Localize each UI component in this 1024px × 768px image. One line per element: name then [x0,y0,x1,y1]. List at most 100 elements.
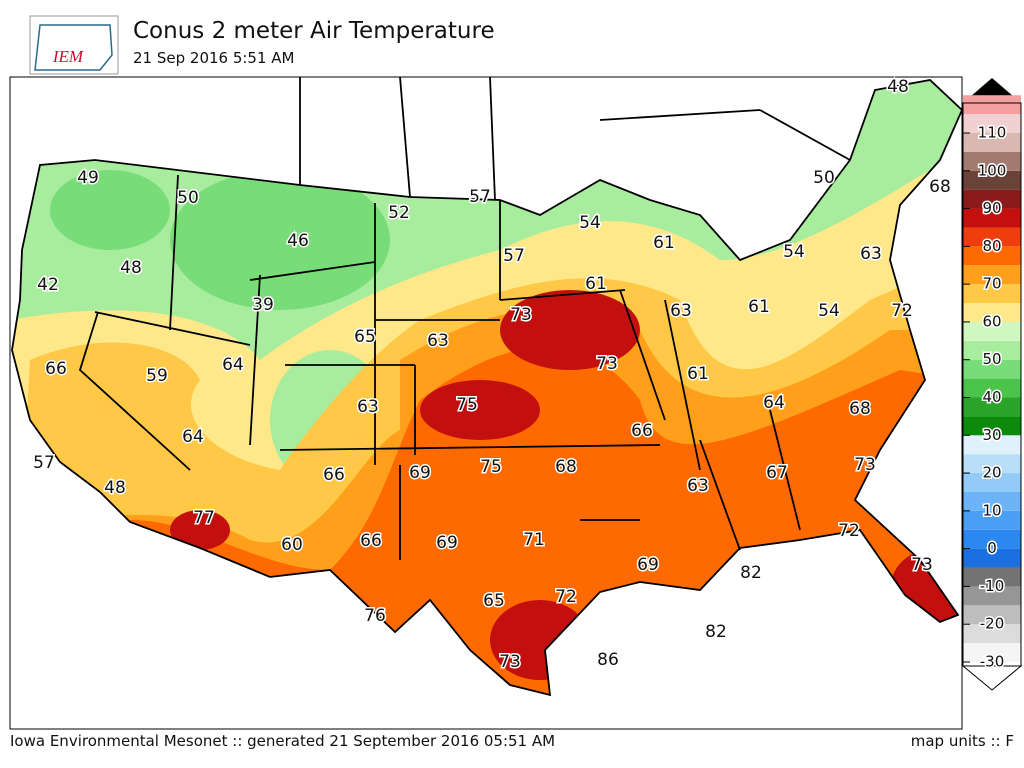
station-value: 63 [357,397,379,417]
colorbar-swatch [963,114,1021,133]
station-value: 82 [705,622,727,642]
station-value: 73 [499,652,521,672]
title: Conus 2 meter Air Temperature [133,18,495,44]
colorbar-swatch [963,510,1021,530]
colorbar-tick-label: 100 [978,161,1007,179]
colorbar-tick-label: 110 [978,124,1007,142]
subtitle: 21 Sep 2016 5:51 AM [133,49,295,67]
colorbar-swatch [963,246,1021,266]
station-value: 82 [740,563,762,583]
colorbar-swatch [963,265,1021,285]
station-value: 73 [854,455,876,475]
station-value: 50 [813,168,835,188]
station-value: 66 [45,359,67,379]
station-value: 39 [252,295,274,315]
field-cool [170,170,390,310]
station-value: 68 [929,177,951,197]
station-value: 54 [783,242,805,262]
station-values: 48 49 50 57 52 54 50 68 46 48 57 61 42 61 54 63 39 73 63 61… [32,76,953,674]
station-value: 75 [456,395,478,415]
colorbar-tick-label: 40 [982,388,1001,406]
station-value: 64 [182,427,204,447]
colorbar-swatch [963,133,1021,152]
station-value: 73 [911,555,933,575]
station-value: 63 [860,244,882,264]
station-value: 66 [323,465,345,485]
station-value: 50 [177,188,199,208]
us-outline [11,79,964,697]
colorbar-swatch [963,605,1021,625]
colorbar-swatch [963,151,1021,171]
station-value: 68 [555,457,577,477]
station-value: 63 [687,476,709,496]
station-value: 63 [427,331,449,351]
station-value: 65 [354,327,376,347]
footer-left: Iowa Environmental Mesonet :: generated … [10,732,555,750]
station-value: 61 [585,274,607,294]
colorbar-swatch [963,208,1021,228]
colorbar-swatch [963,170,1021,190]
station-value: 49 [77,168,99,188]
station-value: 61 [653,233,675,253]
colorbar-swatch [963,95,1021,115]
station-value: 65 [483,591,505,611]
colorbar-tick-label: -20 [980,615,1005,633]
colorbar-tick-label: 80 [982,237,1001,255]
station-value: 72 [891,301,913,321]
colorbar-tick-label: 20 [982,464,1001,482]
station-value: 57 [503,246,525,266]
colorbar-swatch [963,529,1021,549]
colorbar-tick-label: -10 [980,577,1005,595]
station-value: 60 [281,535,303,555]
colorbar-tick-label: 30 [982,426,1001,444]
colorbar-swatch [963,303,1021,322]
station-value: 46 [287,231,309,251]
station-value: 69 [436,533,458,553]
colorbar-swatch [963,321,1021,341]
colorbar-tick-label: 70 [982,275,1001,293]
station-value: 57 [469,187,491,207]
station-value: 72 [838,521,860,541]
colorbar-swatch [963,454,1021,474]
station-value: 48 [104,478,126,498]
colorbar-swatch [963,473,1021,492]
field-hottest [170,510,230,550]
colorbar-tick-label: 0 [987,539,997,557]
station-value: 64 [222,355,244,375]
colorbar-swatch [963,189,1021,209]
logo: IEM [29,15,119,75]
field-hottest [420,380,540,440]
colorbar-swatch [963,416,1021,436]
colorbar-swatch [963,643,1021,662]
field-cool [50,170,170,250]
colorbar-tick-label: 10 [982,501,1001,519]
station-value: 54 [818,301,840,321]
station-value: 59 [146,366,168,386]
colorbar-swatch [963,567,1021,587]
colorbar: -30 -20 -10 0 10 20 30 40 50 60 70 80 90 100 110 [961,78,1023,691]
station-value: 67 [766,463,788,483]
station-value: 72 [555,587,577,607]
logo-iowa [34,24,113,71]
colorbar-swatch [963,397,1021,417]
station-value: 66 [360,531,382,551]
station-value: 48 [887,77,909,97]
colorbar-tick-label: 60 [982,312,1001,330]
station-value: 42 [37,275,59,295]
borders [11,76,964,697]
colorbar-swatch [963,435,1021,455]
field-hottest [500,290,640,370]
colorbar-swatch [963,491,1021,511]
colorbar-swatch [963,624,1021,644]
colorbar-swatch [963,359,1021,379]
colorbar-frame [962,102,1022,667]
station-value: 66 [631,421,653,441]
station-value: 69 [637,555,659,575]
colorbar-tick-label: 90 [982,199,1001,217]
station-value: 73 [510,305,532,325]
station-value: 63 [670,301,692,321]
colorbar-swatch [963,548,1021,568]
colorbar-tick-label: 50 [982,350,1001,368]
station-value: 61 [687,364,709,384]
colorbar-swatch [963,284,1021,304]
